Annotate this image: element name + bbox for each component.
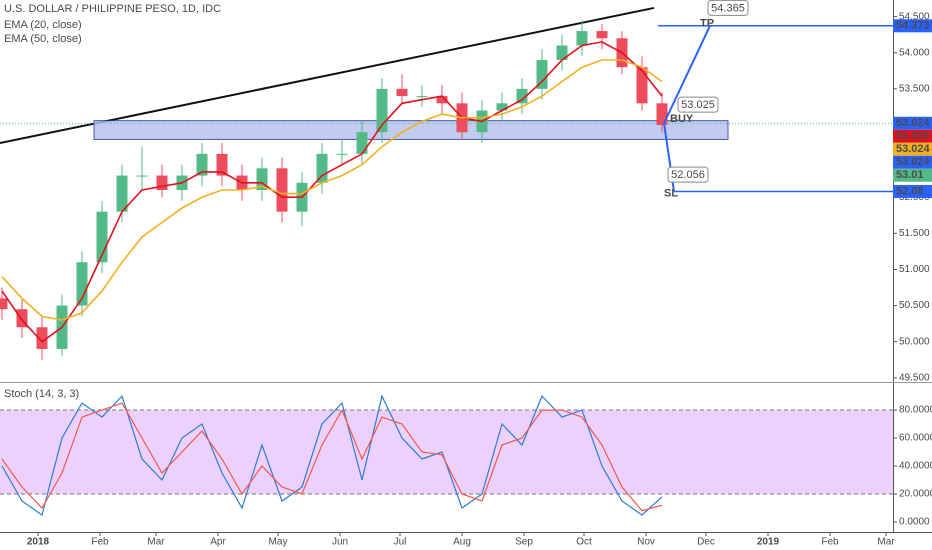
callout-box — [667, 166, 709, 183]
y-tick-label: 50.000 — [899, 336, 930, 347]
price-label: 53.028 — [896, 130, 930, 142]
x-tick-label: 2018 — [27, 537, 50, 548]
candle-body — [256, 168, 268, 190]
y-tick-label: 0.0000 — [899, 517, 930, 528]
candle-body — [156, 175, 168, 190]
callout-label: 53.025 — [681, 99, 715, 111]
x-tick-label: Mar — [147, 537, 165, 548]
ema-line — [1, 41, 663, 343]
y-tick-label: 60.0000 — [899, 433, 932, 444]
price-label-box — [893, 116, 932, 130]
candle-body — [376, 88, 388, 133]
candle-body — [76, 262, 88, 306]
price-label: 52.08 — [896, 185, 924, 197]
candle-body — [196, 153, 208, 176]
tp-label: TP — [700, 18, 714, 30]
candle-body — [656, 103, 668, 125]
x-tick-label: 2019 — [757, 537, 780, 548]
candle-body — [136, 175, 148, 177]
candle-body — [436, 96, 448, 104]
x-tick-label: Jun — [332, 537, 348, 548]
y-tick-label: 40.0000 — [899, 461, 932, 472]
candle-body — [316, 153, 328, 183]
price-label-box — [893, 129, 932, 143]
callout-label: 54.365 — [711, 2, 745, 14]
stoch-title: Stoch (14, 3, 3) — [4, 388, 79, 400]
y-tick-label: 53.500 — [899, 83, 930, 94]
candle-body — [496, 103, 508, 111]
callout-label: 52.056 — [671, 169, 705, 181]
legend-entry: EMA (50, close) — [4, 33, 82, 45]
tp-arrow — [663, 25, 711, 124]
legend-entry: EMA (20, close) — [4, 19, 82, 31]
price-label-box — [893, 184, 932, 198]
x-tick-label: May — [269, 537, 288, 548]
candle-body — [556, 45, 568, 60]
x-tick-label: Sep — [515, 537, 533, 548]
candle-body — [16, 309, 28, 328]
sl-label: SL — [664, 187, 678, 199]
candle-body — [396, 88, 408, 97]
x-tick-label: Oct — [576, 537, 592, 548]
price-label: 53.01 — [896, 169, 924, 181]
x-tick-label: Nov — [637, 537, 655, 548]
chart-title: U.S. DOLLAR / PHILIPPINE PESO, 1D, IDC — [4, 3, 221, 15]
candle-body — [336, 153, 348, 155]
x-tick-label: Aug — [453, 537, 471, 548]
candle-body — [276, 168, 288, 212]
ema-line — [1, 59, 663, 321]
stoch-band — [0, 410, 893, 495]
candle-body — [96, 211, 108, 263]
y-tick-label: 54.000 — [899, 47, 930, 58]
price-label-box — [893, 19, 932, 33]
price-label-box — [893, 142, 932, 156]
price-label: 53.024 — [896, 117, 931, 129]
y-tick-label: 49.500 — [899, 372, 930, 383]
y-tick-label: 20.0000 — [899, 489, 932, 500]
callout-box — [707, 0, 749, 16]
x-tick-label: Dec — [697, 537, 715, 548]
y-tick-label: 54.500 — [899, 11, 930, 22]
x-tick-label: Mar — [877, 537, 895, 548]
candle-body — [116, 175, 128, 212]
price-label: 53.024 — [896, 143, 931, 155]
y-tick-label: 51.500 — [899, 228, 930, 239]
x-tick-label: Feb — [821, 537, 839, 548]
x-tick-label: Feb — [91, 537, 109, 548]
y-tick-label: 50.500 — [899, 300, 930, 311]
x-tick-label: Apr — [210, 537, 226, 548]
candle-body — [416, 96, 428, 98]
support-zone — [93, 120, 729, 140]
price-label: 53.024 — [896, 156, 931, 168]
price-label-box — [893, 155, 932, 169]
candle-body — [356, 132, 368, 154]
candle-body — [36, 327, 48, 349]
y-tick-label: 51.000 — [899, 264, 930, 275]
candle-body — [0, 298, 8, 310]
buy-label: BUY — [670, 113, 694, 125]
price-label: 54.373 — [896, 20, 930, 32]
candle-body — [516, 88, 528, 104]
candle-body — [536, 59, 548, 89]
callout-box — [677, 96, 719, 113]
y-tick-label: 80.0000 — [899, 405, 932, 416]
candle-body — [216, 153, 228, 176]
candle-body — [576, 31, 588, 46]
price-label-box — [893, 168, 932, 182]
stoch-line — [1, 402, 663, 512]
candle-body — [636, 67, 648, 104]
x-tick-label: Jul — [394, 537, 407, 548]
candle-body — [596, 31, 608, 39]
